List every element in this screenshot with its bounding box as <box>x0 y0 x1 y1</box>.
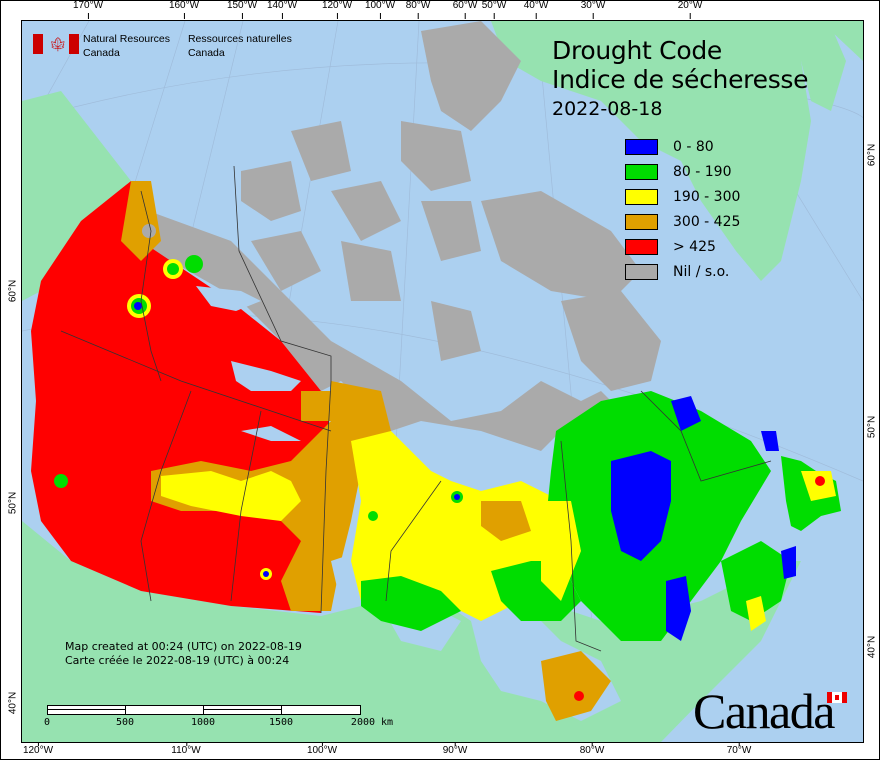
top-axis-tick: 50°W <box>482 0 506 19</box>
top-axis-tick: 60°W <box>453 0 477 19</box>
class-0-80 <box>611 451 671 561</box>
right-axis-tick: 50°N <box>866 415 878 439</box>
bottom-axis-tick: 90°W <box>443 740 467 756</box>
top-axis-tick: 80°W <box>406 0 430 19</box>
bottom-axis-tick: 120°W <box>23 740 53 756</box>
legend-swatch <box>625 138 658 155</box>
northern-spots <box>54 224 463 580</box>
legend-item: 300 - 425 <box>625 209 740 234</box>
top-axis-tick: 20°W <box>678 0 702 19</box>
legend-item: 80 - 190 <box>625 159 740 184</box>
top-axis-tick: 40°W <box>524 0 548 19</box>
alaska <box>22 91 131 301</box>
right-axis-tick: 40°N <box>866 635 878 659</box>
left-axis-tick: 50°N <box>7 491 19 515</box>
scale-label: 1500 <box>268 717 294 728</box>
canada-flag-icon: 🍁︎ <box>33 34 79 54</box>
scale-label: 2000 km <box>350 717 394 728</box>
title-en: Drought Code <box>552 36 722 65</box>
title-fr: Indice de sécheresse <box>552 65 809 94</box>
scale-label: 0 <box>43 717 51 728</box>
top-axis-tick: 160°W <box>169 0 199 19</box>
lakes <box>196 286 351 596</box>
bottom-axis-tick: 70°W <box>727 740 751 756</box>
top-axis-tick: 150°W <box>227 0 257 19</box>
agency-name-fr: Ressources naturelles Canada <box>187 33 292 59</box>
legend-swatch <box>625 163 658 180</box>
provincial-borders <box>60 165 772 652</box>
left-axis-tick: 60°N <box>7 279 19 303</box>
map-date: 2022-08-18 <box>552 98 663 120</box>
agency-signature: 🍁︎ Natural Resources Canada Ressources n… <box>33 32 292 60</box>
wordmark-flag-icon <box>827 692 847 703</box>
arctic-archipelago-nil <box>121 21 661 451</box>
top-axis-tick: 120°W <box>322 0 352 19</box>
scale-bar <box>47 705 361 715</box>
bottom-axis-tick: 80°W <box>580 740 604 756</box>
legend-swatch <box>625 188 658 205</box>
legend-item: 190 - 300 <box>625 184 740 209</box>
top-axis-tick: 30°W <box>581 0 605 19</box>
scale-label: 1000 <box>190 717 216 728</box>
legend: 0 - 80 80 - 190 190 - 300 300 - 425 > 42… <box>625 134 740 284</box>
top-axis-tick: 140°W <box>267 0 297 19</box>
bottom-axis-tick: 100°W <box>307 740 337 756</box>
greenland <box>491 21 863 281</box>
top-axis-tick: 100°W <box>365 0 395 19</box>
legend-item: 0 - 80 <box>625 134 740 159</box>
legend-swatch <box>625 263 658 280</box>
map-canvas <box>22 21 863 742</box>
legend-item: > 425 <box>625 234 740 259</box>
drought-map[interactable] <box>21 20 864 743</box>
legend-swatch <box>625 213 658 230</box>
left-axis-tick: 40°N <box>7 691 19 715</box>
creation-note: Map created at 00:24 (UTC) on 2022-08-19… <box>65 640 302 667</box>
agency-name-en: Natural Resources Canada <box>83 33 170 59</box>
right-axis-tick: 60°N <box>866 143 878 167</box>
scale-label: 500 <box>115 717 135 728</box>
bottom-axis-tick: 110°W <box>171 740 201 756</box>
canada-wordmark: Canada <box>693 683 835 739</box>
legend-item: Nil / s.o. <box>625 259 740 284</box>
legend-swatch <box>625 238 658 255</box>
map-title: Drought Code Indice de sécheresse 2022-0… <box>552 36 809 122</box>
top-axis-tick: 170°W <box>73 0 103 19</box>
